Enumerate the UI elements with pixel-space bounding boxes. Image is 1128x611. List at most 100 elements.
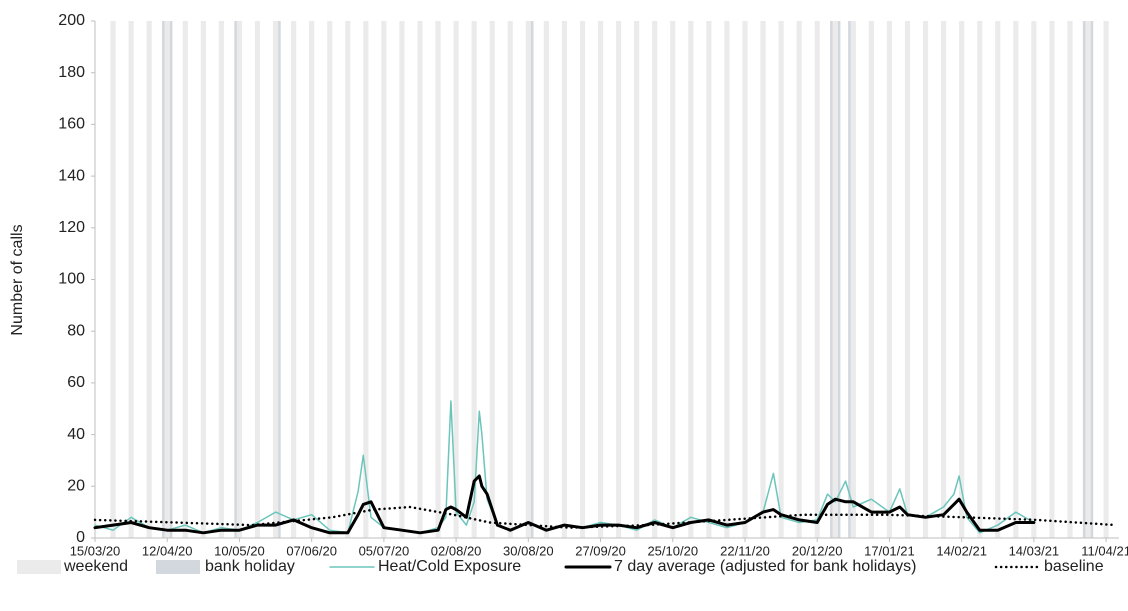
weekend-band	[236, 21, 243, 538]
weekend-band	[1067, 21, 1073, 538]
weekend-band	[543, 21, 549, 538]
y-tick-label: 100	[58, 271, 85, 288]
weekend-band	[128, 21, 134, 538]
x-tick-label: 02/08/20	[431, 543, 482, 558]
bank-holiday-band	[1090, 21, 1094, 538]
series-line	[93, 505, 1118, 529]
x-tick-label: 17/01/21	[864, 543, 915, 558]
bank-holiday-band	[278, 21, 281, 538]
weekend-band	[832, 21, 838, 538]
y-tick-label: 160	[58, 116, 85, 133]
weekend-band	[1103, 21, 1109, 538]
weekend-band	[778, 21, 784, 538]
weekend-band	[561, 21, 568, 538]
weekend-band	[941, 21, 947, 538]
weekend-band	[507, 21, 513, 538]
weekend-band	[904, 21, 911, 538]
legend-label: weekend	[63, 558, 128, 575]
weekend-band	[1049, 21, 1055, 538]
weekend-band	[634, 21, 640, 538]
weekend-band	[1085, 21, 1091, 538]
y-tick-label: 180	[58, 64, 85, 81]
weekend-band	[579, 21, 586, 538]
weekend-band	[922, 21, 929, 538]
bank-holiday-band	[162, 21, 165, 538]
x-tick-label: 14/03/21	[1009, 543, 1060, 558]
x-tick-label: 20/12/20	[792, 543, 843, 558]
weekend-band	[309, 21, 315, 538]
y-axis-title: Number of calls	[9, 224, 26, 335]
weekend-band	[182, 21, 188, 538]
y-tick-label: 60	[67, 374, 85, 391]
weekend-band	[291, 21, 297, 538]
x-tick-label: 07/06/20	[286, 543, 337, 558]
x-tick-label: 14/02/21	[936, 543, 987, 558]
weekend-band	[760, 21, 766, 538]
y-tick-label: 20	[67, 478, 85, 495]
weekend-band	[453, 21, 459, 538]
weekend-band	[399, 21, 405, 538]
bank-holiday-band	[530, 21, 534, 538]
x-tick-label: 10/05/20	[214, 543, 265, 558]
weekend-band	[652, 21, 658, 538]
weekend-band	[796, 21, 802, 538]
weekend-band	[164, 21, 170, 538]
x-tick-label: 30/08/20	[503, 543, 554, 558]
bank-holiday-band	[830, 21, 833, 538]
y-tick-label: 40	[67, 426, 85, 443]
legend-label: 7 day average (adjusted for bank holiday…	[614, 558, 916, 575]
x-tick-label: 27/09/20	[575, 543, 626, 558]
y-tick-label: 120	[58, 219, 85, 236]
weekend-band	[435, 21, 441, 538]
weekend-band	[868, 21, 874, 538]
bank-holiday-band	[848, 21, 851, 538]
weekend-band	[597, 21, 604, 538]
weekend-band	[724, 21, 730, 538]
weekend-band	[886, 21, 893, 538]
weekend-band	[525, 21, 531, 538]
x-tick-label: 11/04/21	[1081, 543, 1128, 558]
x-tick-label: 12/04/20	[142, 543, 193, 558]
weekend-band	[417, 21, 423, 538]
legend-label: baseline	[1044, 558, 1104, 575]
weekend-band	[959, 21, 965, 538]
weekend-band	[1013, 21, 1019, 538]
weekend-band	[363, 21, 369, 538]
weekend-band	[814, 21, 820, 538]
weekend-band	[977, 21, 983, 538]
weekend-band	[995, 21, 1001, 538]
weekend-band	[706, 21, 712, 538]
y-tick-label: 140	[58, 167, 85, 184]
x-tick-label: 05/07/20	[359, 543, 410, 558]
bank-holiday-band	[1082, 21, 1086, 538]
weekend-band	[110, 21, 116, 538]
x-tick-label: 25/10/20	[647, 543, 698, 558]
y-tick-label: 200	[58, 12, 85, 29]
weekend-band	[742, 21, 748, 538]
weekend-band	[471, 21, 477, 538]
bank-holiday-band	[234, 21, 237, 538]
weekend-band	[200, 21, 206, 538]
weekend-band	[850, 21, 856, 538]
y-tick-label: 0	[76, 529, 85, 546]
legend-swatch	[17, 560, 61, 574]
weekend-band	[146, 21, 152, 538]
x-tick-label: 22/11/20	[720, 543, 770, 558]
bank-holiday-band	[837, 21, 841, 538]
weekend-band	[670, 21, 676, 538]
x-tick-label: 15/03/20	[70, 543, 121, 558]
weekend-band	[489, 21, 495, 538]
weekend-band	[327, 21, 333, 538]
weekend-band	[254, 21, 261, 538]
weekend-band	[688, 21, 694, 538]
weekend-band	[381, 21, 387, 538]
weekend-band	[1031, 21, 1037, 538]
y-tick-label: 80	[67, 322, 85, 339]
legend-swatch	[156, 560, 200, 574]
weekend-band	[218, 21, 224, 538]
weekend-band	[272, 21, 279, 538]
bank-holiday-band	[169, 21, 173, 538]
legend-label: bank holiday	[205, 558, 295, 575]
